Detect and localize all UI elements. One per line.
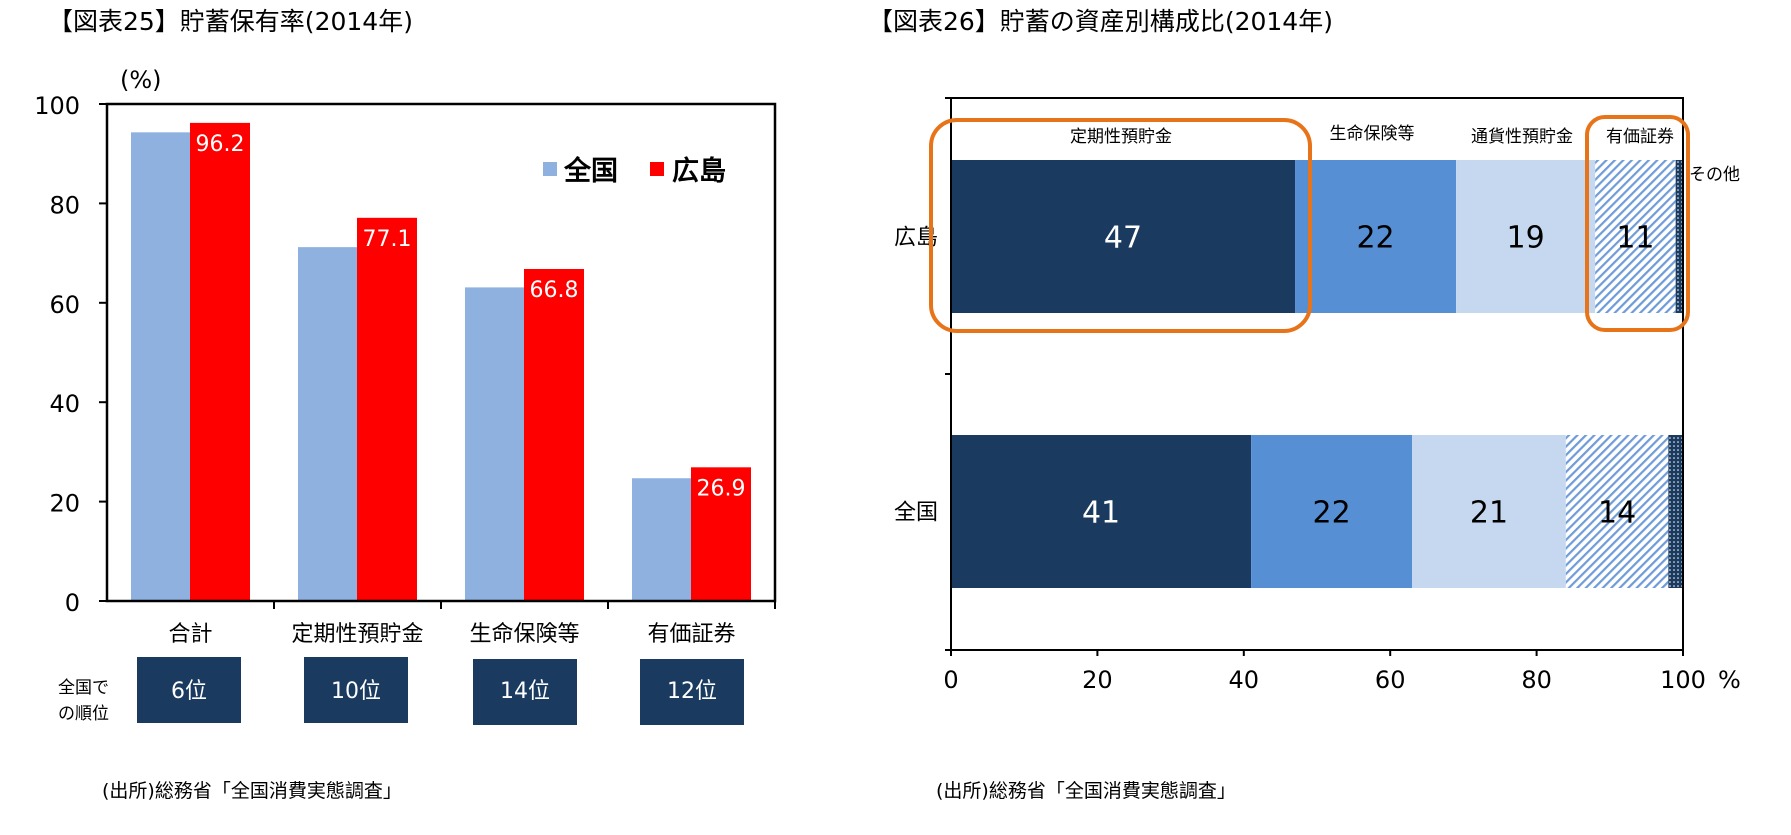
rank-badge (473, 659, 577, 725)
bar-hiroshima (190, 122, 250, 602)
bar-segment-1-0 (951, 435, 1252, 588)
highlight-box-securities (1585, 115, 1690, 332)
data-label-hiroshima: 26.9 (697, 476, 746, 501)
rank-label-line1: 全国で (58, 678, 109, 698)
bar-hiroshima (691, 467, 751, 601)
rank-badge-text: 10位 (331, 679, 381, 704)
segment-value-label: 11 (1616, 221, 1654, 256)
y-tick-label: 100 (34, 92, 80, 120)
segment-label-securities: 有価証券 (1606, 127, 1674, 147)
chart25-source: (出所)総務省「全国消費実態調査」 (102, 780, 402, 802)
bar-national (465, 287, 524, 601)
x-tick-label: 80 (1521, 666, 1552, 694)
bar-segment-1-2 (1412, 435, 1566, 588)
data-label-hiroshima: 96.2 (196, 132, 245, 157)
rank-badge-text: 6位 (171, 679, 207, 704)
x-tick-label: 60 (1375, 666, 1406, 694)
bar-hiroshima (524, 269, 584, 601)
rank-label-line2: の順位 (58, 704, 109, 724)
rank-badge (640, 659, 744, 725)
bar-segment-1-1 (1251, 435, 1413, 588)
y-category-label: 全国 (894, 501, 938, 526)
segment-value-label: 21 (1470, 496, 1508, 531)
chart25-title: 【図表25】貯蓄保有率(2014年) (48, 7, 413, 36)
bar-segment-0-4 (1675, 160, 1683, 313)
legend-national-label: 全国 (563, 155, 618, 187)
segment-label-life-insurance: 生命保険等 (1330, 124, 1415, 144)
chart26-source: (出所)総務省「全国消費実態調査」 (936, 780, 1236, 802)
rank-badge (137, 657, 241, 723)
x-tick-label: 0 (943, 666, 958, 694)
bar-national (298, 247, 357, 602)
bar-segment-0-2 (1456, 160, 1596, 313)
bar-national (131, 132, 190, 602)
segment-value-label: 41 (1082, 496, 1120, 531)
y-tick-label: 20 (49, 490, 80, 518)
segment-label-other: その他 (1689, 165, 1740, 185)
legend-hiroshima-label: 広島 (672, 155, 726, 187)
x-tick-label: 20 (1082, 666, 1113, 694)
segment-label-demand-deposits: 通貨性預貯金 (1471, 127, 1573, 147)
y-tick-label: 40 (49, 390, 80, 418)
bar-segment-0-0 (951, 160, 1296, 313)
data-label-hiroshima: 77.1 (363, 227, 412, 252)
legend-national-swatch (543, 162, 557, 176)
x-tick-label: 有価証券 (647, 622, 735, 647)
bar-segment-1-3 (1565, 435, 1669, 588)
bar-national (632, 478, 691, 601)
legend-hiroshima-swatch (650, 162, 664, 176)
highlight-box-time-deposits (929, 118, 1312, 333)
segment-value-label: 47 (1104, 221, 1142, 256)
y-tick-label: 0 (65, 589, 80, 617)
segment-label-time-deposits: 定期性預貯金 (1070, 127, 1172, 147)
x-tick-label: 合計 (168, 622, 212, 647)
x-tick-label: 生命保険等 (469, 622, 579, 647)
segment-value-label: 19 (1507, 221, 1545, 256)
bar-hiroshima (357, 217, 417, 602)
x-tick-label: 定期性預貯金 (291, 622, 423, 647)
bar-segment-0-3 (1595, 160, 1676, 313)
segment-value-label: 22 (1356, 221, 1394, 256)
rank-badge-text: 12位 (667, 679, 717, 704)
x-tick-label: 100 (1660, 666, 1706, 694)
y-tick-label: 80 (49, 191, 80, 219)
segment-value-label: 14 (1598, 496, 1636, 531)
y-tick-label: 60 (49, 291, 80, 319)
rank-badge-text: 14位 (500, 679, 550, 704)
x-unit-label: % (1718, 666, 1741, 694)
data-label-hiroshima: 66.8 (530, 278, 579, 303)
rank-badge (304, 657, 408, 723)
bar-segment-1-4 (1668, 435, 1683, 588)
x-tick-label: 40 (1229, 666, 1260, 694)
chart26-title: 【図表26】貯蓄の資産別構成比(2014年) (868, 7, 1333, 36)
chart25-y-unit: (%) (120, 66, 162, 94)
segment-value-label: 22 (1313, 496, 1351, 531)
bar-segment-0-1 (1295, 160, 1457, 313)
